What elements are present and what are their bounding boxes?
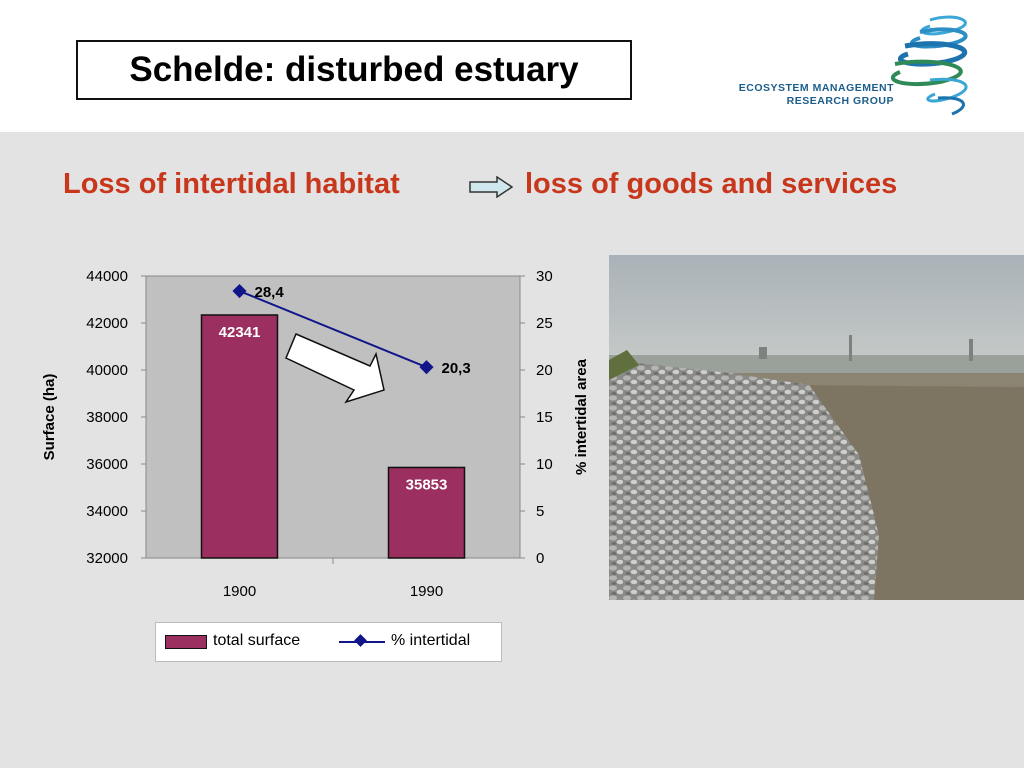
ecosystem-management-logo: ECOSYSTEM MANAGEMENT RESEARCH GROUP xyxy=(739,10,980,122)
wave-logo-icon xyxy=(891,15,968,116)
subtitle-left: Loss of intertidal habitat xyxy=(63,168,400,200)
y-axis-title: Surface (ha) xyxy=(41,374,58,461)
y2-tick-label: 0 xyxy=(536,550,544,567)
y2-tick-label: 15 xyxy=(536,409,553,426)
slide-header: Schelde: disturbed estuary ECOSYSTEM MAN… xyxy=(0,0,1024,132)
y2-axis-title: % intertidal area xyxy=(573,358,590,475)
line-value-label: 20,3 xyxy=(442,360,471,377)
y-tick-label: 38000 xyxy=(86,409,128,426)
slide-title: Schelde: disturbed estuary xyxy=(129,50,579,89)
y-tick-label: 42000 xyxy=(86,315,128,332)
x-tick-label: 1990 xyxy=(410,583,443,600)
y2-tick-label: 25 xyxy=(536,315,553,332)
logo-line-1: ECOSYSTEM MANAGEMENT xyxy=(738,82,894,94)
surface-intertidal-chart: 32000 34000 36000 38000 40000 42000 44000 0 5 10 1… xyxy=(41,268,590,600)
slide-title-box: Schelde: disturbed estuary xyxy=(76,40,632,100)
y-tick-label: 32000 xyxy=(86,550,128,567)
bar-1900 xyxy=(200,314,279,559)
line-value-label: 28,4 xyxy=(255,284,285,301)
x-tick-label: 1900 xyxy=(223,583,256,600)
y2-tick-label: 30 xyxy=(536,268,553,285)
logo-line-2: RESEARCH GROUP xyxy=(786,95,894,107)
chart-legend: total surface % intertidal xyxy=(155,622,502,662)
y2-tick-label: 20 xyxy=(536,362,553,379)
bar-value-label: 35853 xyxy=(406,476,448,493)
decrease-arrow-icon xyxy=(285,333,385,404)
y-tick-label: 40000 xyxy=(86,362,128,379)
y-tick-label: 36000 xyxy=(86,456,128,473)
intertidal-line xyxy=(239,290,427,369)
legend-series-1: total surface xyxy=(213,632,301,649)
legend-series-2: % intertidal xyxy=(391,632,471,649)
estuary-riprap-photo xyxy=(609,255,1024,600)
y2-tick-label: 10 xyxy=(536,456,553,473)
line-point-marker xyxy=(419,360,434,375)
right-arrow-icon xyxy=(469,176,513,198)
legend-diamond-marker xyxy=(354,634,367,647)
bar-value-label: 42341 xyxy=(219,324,261,341)
y-tick-label: 34000 xyxy=(86,503,128,520)
y2-tick-label: 5 xyxy=(536,503,544,520)
y-tick-label: 44000 xyxy=(86,268,128,285)
subtitle-right: loss of goods and services xyxy=(525,168,898,200)
bar-1990 xyxy=(387,466,466,559)
legend-bar-swatch xyxy=(165,635,207,649)
